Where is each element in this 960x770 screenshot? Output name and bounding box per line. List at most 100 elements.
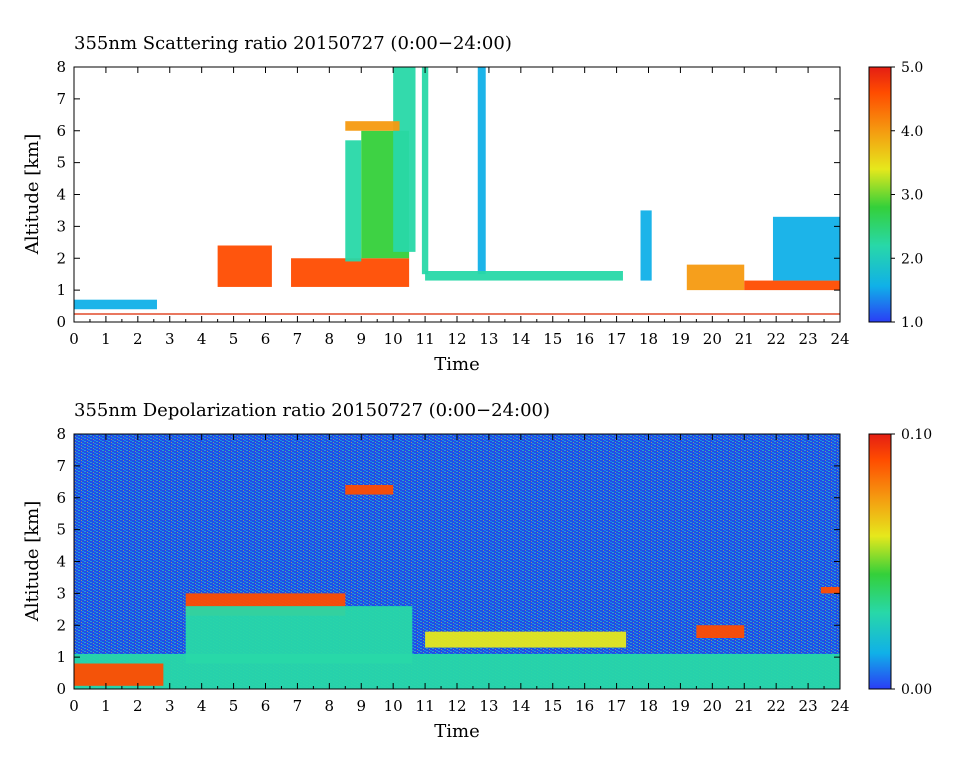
x-tick-label: 4 [197,330,207,348]
y-axis-label: Altitude [km] [22,134,43,256]
axes: 0 1 2 3 4 5 6 7 8 9 10 11 12 13 14 15 16 17 18 19 20 21 22 23 24… [56,58,849,348]
y-tick-label: 3 [56,584,66,602]
x-tick-label: 16 [575,330,594,348]
x-tick-label: 17 [607,697,626,715]
heatmap-cell-cloud-22-24 [772,216,840,281]
colorbar: 1.0 2.0 3.0 4.0 5.0 [868,60,923,331]
colorbar-tick-label: 5.0 [901,60,923,76]
x-tick-label: 11 [416,697,435,715]
heatmap-cell-aloft-cloud [345,121,400,131]
x-tick-label: 19 [671,697,690,715]
y-tick-label: 1 [56,648,66,666]
y-tick-label: 0 [56,313,66,331]
heatmap-cell-low-layer [74,299,157,310]
x-tick-label: 3 [165,697,175,715]
colorbar-ticks: 0.00 0.10 [891,427,932,698]
colorbar-tick-label: 0.00 [901,682,932,698]
x-tick-label: 13 [479,697,498,715]
x-tick-label: 13 [479,330,498,348]
x-tick-label: 2 [133,330,143,348]
y-tick-label: 2 [56,249,66,267]
heatmap-cell-aerosol-a [217,245,272,287]
colorbar-gradient [868,66,892,323]
depolarization-panel: 355nm Depolarization ratio 20150727 (0:0… [22,400,932,742]
x-tick-label: 20 [703,330,722,348]
y-axis-label: Altitude [km] [22,501,43,623]
colorbar-tick-label: 3.0 [901,188,923,204]
colorbar-tick-label: 4.0 [901,124,923,140]
x-tick-label: 9 [356,330,366,348]
x-tick-label: 9 [356,697,366,715]
x-tick-label: 4 [197,697,207,715]
x-tick-label: 20 [703,697,722,715]
x-tick-label: 23 [799,697,818,715]
x-tick-label: 10 [384,697,403,715]
y-tick-label: 5 [56,154,66,172]
y-tick-label: 8 [56,58,66,76]
colorbar-ticks: 1.0 2.0 3.0 4.0 5.0 [891,60,923,331]
x-tick-label: 8 [325,697,335,715]
y-tick-label: 7 [56,90,66,108]
x-tick-label: 12 [447,697,466,715]
x-tick-label: 10 [384,330,403,348]
x-tick-label: 18 [639,697,658,715]
x-tick-label: 6 [261,330,271,348]
x-axis-label: Time [434,354,479,375]
x-tick-label: 0 [69,330,79,348]
heatmap-cell-aerosol-b [291,258,410,287]
x-tick-label: 22 [767,330,786,348]
y-tick-label: 7 [56,457,66,475]
heatmap-cell-layer-20 [696,625,745,638]
x-tick-label: 11 [416,330,435,348]
x-tick-label: 0 [69,697,79,715]
x-tick-label: 3 [165,330,175,348]
x-tick-label: 19 [671,330,690,348]
x-tick-label: 17 [607,330,626,348]
heatmap-cell-column-11 [421,67,429,275]
colorbar-tick-label: 1.0 [901,315,923,331]
x-tick-label: 23 [799,330,818,348]
colorbar-gradient [868,433,892,690]
x-tick-label: 1 [101,697,111,715]
scattering-panel: 355nm Scattering ratio 20150727 (0:00−24… [22,33,923,375]
y-tick-label: 5 [56,521,66,539]
y-tick-label: 2 [56,616,66,634]
x-tick-label: 15 [543,330,562,348]
colorbar-tick-label: 2.0 [901,251,923,267]
heatmap-cell-plume-18 [640,210,652,281]
chart-title: 355nm Depolarization ratio 20150727 (0:0… [74,400,550,421]
x-tick-label: 2 [133,697,143,715]
x-tick-label: 5 [229,330,239,348]
x-tick-label: 21 [735,697,754,715]
chart-title: 355nm Scattering ratio 20150727 (0:00−24… [74,33,512,54]
heatmap-cell-aloft-cloud [345,485,394,495]
x-tick-label: 18 [639,330,658,348]
heatmap-cell-column-13 [477,67,486,275]
colorbar: 0.00 0.10 [868,427,932,698]
colorbar-tick-label: 0.10 [901,427,932,443]
heatmap-area [74,434,840,689]
y-tick-label: 6 [56,122,66,140]
heatmap-cell-thin-layer [425,271,623,281]
y-tick-label: 6 [56,489,66,507]
heatmap-cell-cloud-column-c [393,67,416,252]
x-tick-label: 6 [261,697,271,715]
heatmap-area [74,67,840,322]
heatmap-cell-layer-23 [820,587,840,594]
x-tick-label: 8 [325,330,335,348]
y-tick-label: 8 [56,425,66,443]
heatmap-cell-aerosol-c [686,264,745,291]
x-tick-label: 14 [511,697,530,715]
heatmap-cell-cloud-column-a [345,140,362,262]
x-tick-label: 5 [229,697,239,715]
heatmap-cell-aerosol-body [185,606,413,664]
y-tick-label: 4 [56,186,66,204]
x-tick-label: 24 [830,330,849,348]
x-axis-label: Time [434,721,479,742]
y-tick-label: 3 [56,217,66,235]
x-tick-label: 14 [511,330,530,348]
heatmap-cell-thin-layer [425,631,627,648]
axes: 0 1 2 3 4 5 6 7 8 9 10 11 12 13 14 15 16 17 18 19 20 21 22 23 24… [56,425,849,715]
y-tick-label: 1 [56,281,66,299]
heatmap-cell-aerosol-d [744,280,840,291]
